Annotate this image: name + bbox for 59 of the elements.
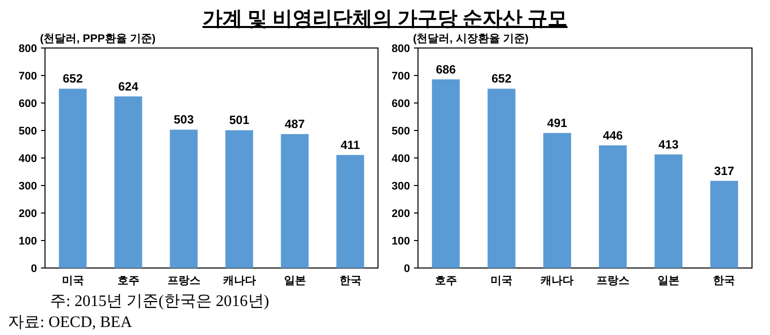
text: 주: 2015년 기준(한국은 2016년) <box>50 293 270 310</box>
data-label: 503 <box>174 112 194 127</box>
y-tick-label: 200 <box>392 208 410 220</box>
data-label: 652 <box>491 72 512 86</box>
x-tick-label: 미국 <box>62 275 84 287</box>
chart-subtitle: (천달러, 시장환율 기준) <box>413 33 529 45</box>
x-tick-label: 한국 <box>339 275 362 287</box>
y-tick-label: 100 <box>18 236 37 248</box>
y-tick-label: 600 <box>392 98 410 110</box>
y-tick-label: 0 <box>404 263 410 275</box>
y-tick-label: 400 <box>18 153 37 165</box>
y-tick-label: 300 <box>392 180 410 192</box>
x-tick-label: 프랑스 <box>596 275 630 287</box>
text: 자료: OECD, BEA <box>8 314 132 331</box>
y-tick-label: 400 <box>392 153 410 165</box>
bar <box>280 134 309 268</box>
y-tick-label: 600 <box>18 98 37 110</box>
x-tick-label: 미국 <box>490 275 512 287</box>
data-label: 446 <box>602 128 624 142</box>
y-tick-label: 500 <box>392 126 410 138</box>
y-tick-label: 800 <box>392 43 410 55</box>
y-tick-label: 700 <box>392 70 410 82</box>
x-tick-label: 호주 <box>434 275 457 287</box>
x-tick-label: 호주 <box>117 275 140 287</box>
bar <box>58 88 87 268</box>
data-label: 624 <box>118 79 139 94</box>
data-label: 411 <box>340 138 360 152</box>
bar <box>225 130 254 268</box>
y-tick-label: 0 <box>30 263 37 275</box>
x-tick-label: 일본 <box>284 275 306 287</box>
bar <box>114 96 142 268</box>
data-label: 413 <box>658 137 679 152</box>
bar <box>543 132 572 268</box>
data-label: 317 <box>714 164 734 178</box>
x-tick-label: 일본 <box>658 275 680 287</box>
x-tick-label: 캐나다 <box>222 275 256 287</box>
bar <box>710 180 738 268</box>
data-label: 491 <box>547 116 568 130</box>
y-tick-label: 500 <box>18 126 37 138</box>
y-tick-label: 700 <box>18 70 37 82</box>
y-tick-label: 200 <box>18 208 37 220</box>
data-label: 652 <box>62 72 84 86</box>
y-tick-label: 100 <box>392 236 410 248</box>
bar <box>598 145 627 268</box>
chart-subtitle: (천달러, PPP환율 기준) <box>40 33 156 45</box>
y-tick-label: 300 <box>18 180 37 192</box>
x-tick-label: 한국 <box>713 275 736 287</box>
bar <box>432 79 460 268</box>
chart-title: 가계 및 비영리단체의 가구당 순자산 규모 <box>202 8 568 30</box>
bar <box>488 88 516 268</box>
x-tick-label: 프랑스 <box>167 275 200 287</box>
data-label: 487 <box>284 117 306 132</box>
y-tick-label: 800 <box>18 43 37 55</box>
data-label: 686 <box>436 62 456 76</box>
data-label: 501 <box>229 113 250 128</box>
x-tick-label: 캐나다 <box>540 275 574 287</box>
bar <box>170 130 198 268</box>
bar <box>336 154 364 268</box>
bar <box>654 154 682 268</box>
